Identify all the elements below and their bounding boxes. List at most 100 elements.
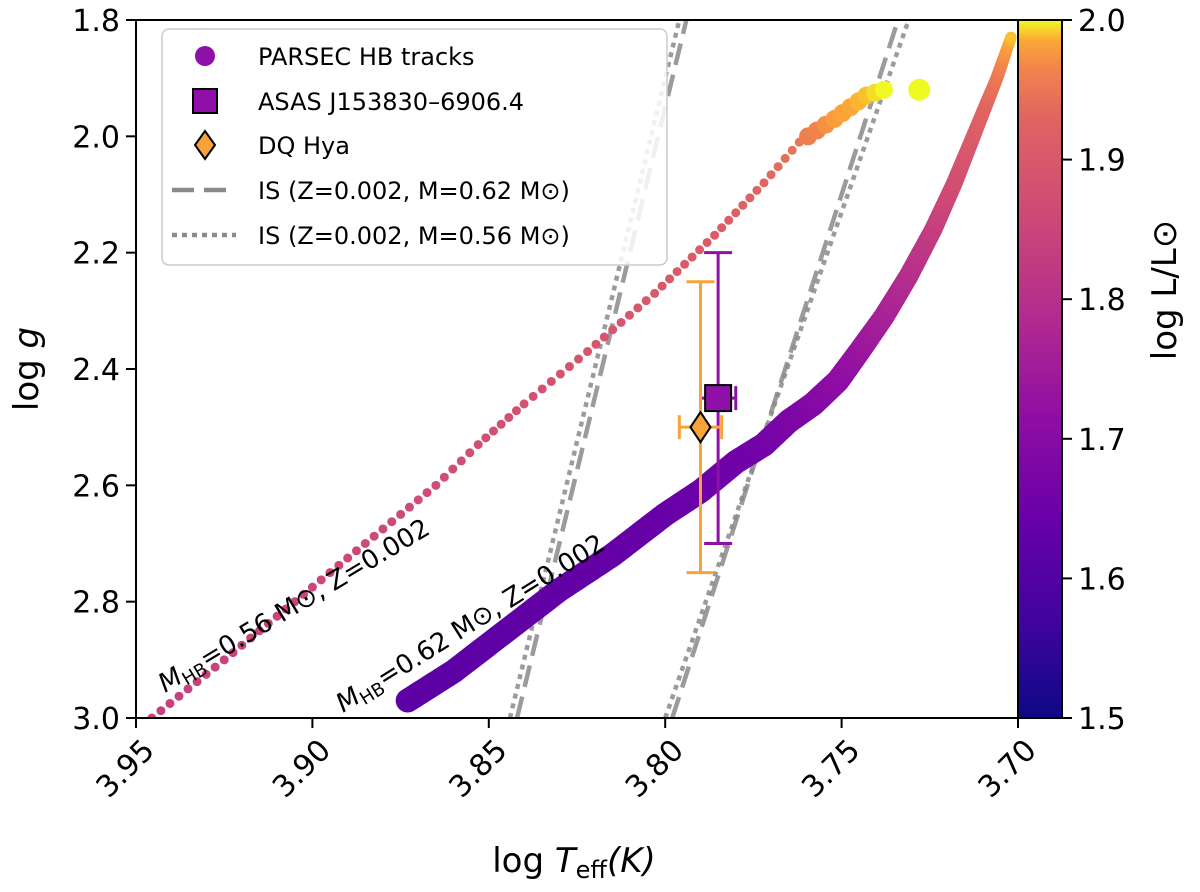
track-point [624, 310, 634, 320]
track-point [773, 162, 783, 172]
track-point [422, 488, 432, 498]
x-axis-ticks: 3.95 3.90 3.85 3.80 3.75 3.70 [90, 718, 1044, 805]
track-point [219, 655, 229, 665]
y-tick-label: 2.8 [72, 586, 120, 621]
track-point [528, 391, 538, 401]
legend-marker-circle [195, 46, 215, 66]
track-point [228, 648, 238, 658]
hb-track-1 [395, 31, 1017, 713]
x-tick-label: 3.85 [442, 733, 514, 805]
hb-track-0 [147, 78, 931, 718]
track-point [201, 669, 211, 679]
track-point [272, 611, 282, 621]
track-point [537, 384, 547, 394]
legend-label: PARSEC HB tracks [258, 43, 475, 71]
track-point [413, 495, 423, 505]
track-point [387, 517, 397, 527]
track-point [316, 575, 326, 585]
track-point [290, 597, 300, 607]
x-tick-label: 3.70 [972, 733, 1044, 805]
track-point [710, 230, 720, 240]
track-point [759, 178, 769, 188]
track-point [237, 640, 247, 650]
track-point [465, 448, 475, 458]
track-point [431, 480, 441, 490]
track-point [147, 713, 157, 718]
track-point [687, 252, 697, 262]
colorbar-tick-label: 1.9 [1078, 144, 1126, 179]
legend-marker-square [192, 88, 218, 114]
track-point [174, 691, 184, 701]
y-axis-title: log g [7, 327, 47, 411]
track-point [908, 78, 931, 101]
legend-label: DQ Hya [258, 132, 350, 160]
track-point [481, 433, 491, 443]
track-point [519, 399, 529, 409]
track-point [780, 153, 790, 163]
track-point [511, 406, 521, 416]
track-point [564, 362, 574, 372]
x-tick-label: 3.80 [619, 733, 691, 805]
track-point [574, 354, 584, 364]
colorbar-tick-label: 1.5 [1078, 702, 1126, 737]
instability-strip-dotted-red-edge [663, 20, 911, 718]
track-point [555, 369, 565, 379]
track-point [183, 684, 193, 694]
legend-marker-diamond [193, 129, 217, 161]
track-point [657, 281, 667, 291]
track-point [546, 376, 556, 386]
track-point [680, 259, 690, 269]
track-point [633, 303, 643, 313]
x-axis-title: log Teff(K) [492, 841, 656, 884]
track-point [299, 589, 309, 599]
track-point [448, 464, 458, 474]
track-point [307, 582, 317, 592]
track-point [192, 677, 202, 687]
track-point [156, 706, 166, 716]
track-point [165, 698, 175, 708]
track-point [766, 170, 776, 180]
track-point [504, 412, 514, 422]
x-tick-label: 3.75 [795, 733, 867, 805]
track-point [263, 618, 273, 628]
track-point [489, 426, 499, 436]
legend-box [161, 28, 668, 266]
track-point [752, 185, 762, 195]
y-axis-ticks: 1.8 2.0 2.2 2.4 2.6 2.8 3.0 [72, 4, 136, 737]
track-point [246, 633, 256, 643]
colorbar-tick-label: 1.8 [1078, 283, 1126, 318]
colorbar-ticks: 1.5 1.6 1.7 1.8 1.9 2.0 [1062, 4, 1126, 737]
track-point [369, 531, 379, 541]
instability-strip-dashed-blue-edge [514, 20, 689, 718]
track-point [473, 440, 483, 450]
track-point [325, 568, 335, 578]
star-marker-diamond [689, 410, 712, 444]
instability-strip-dashed-red-edge [670, 20, 901, 718]
track-point [616, 317, 626, 327]
star-marker-square [704, 384, 733, 413]
track-point [695, 245, 705, 255]
track-point [665, 274, 675, 284]
plot-area-content [147, 20, 1017, 718]
colorbar [1017, 19, 1063, 719]
track-point [334, 560, 344, 570]
track-point [378, 524, 388, 534]
track-point [456, 456, 466, 466]
track-point [608, 325, 618, 335]
y-tick-label: 1.8 [72, 4, 120, 39]
colorbar-title: log L/L⊙ [1145, 220, 1185, 360]
legend-label: IS (Z=0.002, M=0.62 M⊙) [258, 177, 570, 205]
track-point [396, 509, 406, 519]
track-point [650, 288, 660, 298]
track-point [210, 662, 220, 672]
track-point [599, 332, 609, 342]
track-point [343, 553, 353, 563]
track-point [874, 80, 893, 99]
track-point [1005, 31, 1017, 44]
track-point [583, 347, 593, 357]
track-point [404, 502, 414, 512]
colorbar-tick-label: 1.7 [1078, 423, 1126, 458]
track-point [641, 296, 651, 306]
star-square [698, 251, 738, 545]
